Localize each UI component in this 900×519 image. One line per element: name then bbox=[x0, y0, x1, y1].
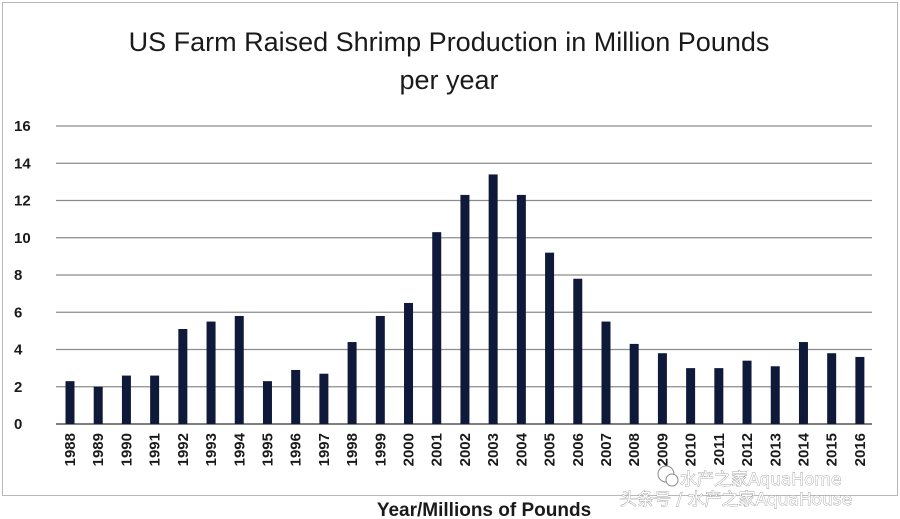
x-tick-label: 2006 bbox=[570, 433, 587, 466]
bar-1995 bbox=[262, 381, 272, 424]
y-tick-label: 14 bbox=[14, 155, 31, 172]
x-tick-label: 1999 bbox=[372, 433, 389, 466]
bar-1997 bbox=[319, 373, 329, 424]
bar-1992 bbox=[178, 329, 188, 424]
x-tick-label: 2013 bbox=[767, 433, 784, 466]
x-tick-label: 2010 bbox=[683, 433, 700, 466]
x-tick-label: 2009 bbox=[654, 433, 671, 466]
bar-2014 bbox=[798, 342, 808, 424]
x-axis-ticks: 1988 1989 1990 1991 1992 1993 1994 1995 1996 1997… bbox=[62, 432, 869, 466]
x-tick-label: 1996 bbox=[288, 433, 305, 466]
bar-2001 bbox=[432, 232, 442, 424]
bar-2003 bbox=[488, 174, 498, 424]
bar-2002 bbox=[460, 194, 470, 424]
wechat-logo-icon bbox=[657, 465, 679, 487]
chart-title: US Farm Raised Shrimp Production in Mill… bbox=[129, 27, 770, 57]
bar-1989 bbox=[93, 386, 103, 424]
x-tick-label: 1997 bbox=[316, 433, 333, 466]
y-tick-label: 12 bbox=[14, 193, 31, 210]
x-tick-label: 1993 bbox=[203, 433, 220, 466]
x-tick-label: 2001 bbox=[429, 433, 446, 466]
bar-2006 bbox=[573, 278, 583, 424]
x-tick-label: 2005 bbox=[542, 433, 559, 466]
watermark-line-2: 头条号 / 水产之家AquaHouse bbox=[620, 490, 852, 510]
x-tick-label: 2007 bbox=[598, 433, 615, 466]
bar-1990 bbox=[121, 375, 131, 424]
bar-1988 bbox=[65, 381, 75, 424]
bar-2012 bbox=[742, 360, 752, 424]
x-axis-label: Year/Millions of Pounds bbox=[377, 500, 591, 519]
y-tick-label: 2 bbox=[14, 379, 22, 396]
x-tick-label: 2014 bbox=[795, 432, 812, 466]
y-tick-label: 6 bbox=[14, 304, 22, 321]
x-tick-label: 1994 bbox=[231, 432, 248, 466]
chart-subtitle: per year bbox=[399, 65, 498, 95]
bar-2000 bbox=[404, 302, 414, 424]
y-tick-label: 10 bbox=[14, 230, 31, 247]
x-tick-label: 1991 bbox=[147, 433, 164, 466]
bar-1999 bbox=[375, 315, 385, 424]
bars bbox=[65, 174, 865, 424]
x-tick-label: 1989 bbox=[90, 433, 107, 466]
x-tick-label: 1988 bbox=[62, 433, 79, 466]
x-tick-label: 1992 bbox=[175, 433, 192, 466]
x-tick-label: 1995 bbox=[259, 433, 276, 466]
bar-1994 bbox=[234, 315, 244, 424]
x-tick-label: 2015 bbox=[824, 433, 841, 466]
x-tick-label: 2011 bbox=[711, 433, 728, 466]
bar-2010 bbox=[686, 368, 696, 424]
bar-2011 bbox=[714, 368, 724, 424]
y-tick-label: 8 bbox=[14, 267, 22, 284]
bar-1998 bbox=[347, 342, 357, 424]
x-tick-label: 2004 bbox=[513, 432, 530, 466]
y-tick-label: 0 bbox=[14, 416, 22, 433]
x-tick-label: 2003 bbox=[485, 433, 502, 466]
bar-1996 bbox=[291, 369, 301, 424]
bar-2009 bbox=[657, 353, 667, 424]
x-tick-label: 2000 bbox=[401, 433, 418, 466]
x-tick-label: 1998 bbox=[344, 433, 361, 466]
y-tick-label: 16 bbox=[14, 118, 31, 135]
x-tick-label: 2016 bbox=[852, 433, 869, 466]
bar-2004 bbox=[516, 194, 526, 424]
bar-2005 bbox=[545, 252, 555, 424]
bar-2015 bbox=[827, 353, 837, 424]
x-tick-label: 2008 bbox=[626, 433, 643, 466]
bar-1993 bbox=[206, 321, 216, 424]
bar-2007 bbox=[601, 321, 611, 424]
y-tick-label: 4 bbox=[14, 342, 23, 359]
bar-2013 bbox=[770, 366, 780, 424]
bar-2016 bbox=[855, 356, 865, 424]
x-tick-label: 2002 bbox=[457, 433, 474, 466]
bar-2008 bbox=[629, 343, 639, 424]
watermark-line-1: 水产之家AquaHome bbox=[680, 470, 842, 490]
bar-1991 bbox=[150, 375, 160, 424]
x-tick-label: 1990 bbox=[118, 433, 135, 466]
y-axis-ticks: 0 2 4 6 8 10 12 14 16 bbox=[14, 118, 31, 433]
x-tick-label: 2012 bbox=[739, 433, 756, 466]
